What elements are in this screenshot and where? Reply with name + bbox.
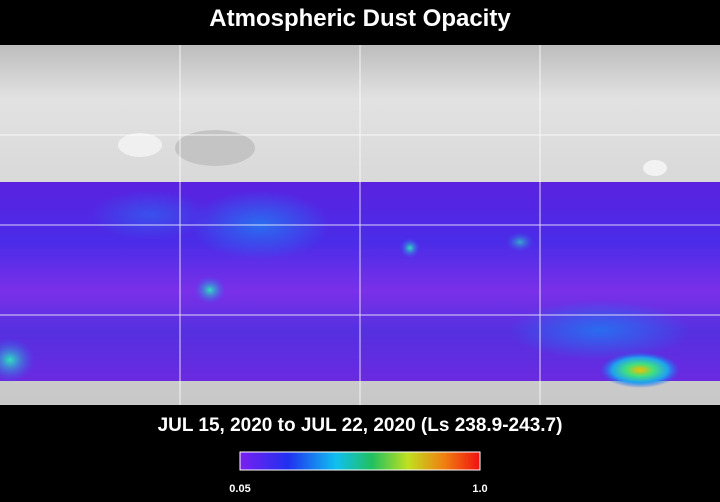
terrain-feature bbox=[175, 130, 255, 166]
opacity-region bbox=[510, 300, 690, 360]
map bbox=[0, 45, 720, 405]
opacity-hotspot bbox=[506, 232, 534, 252]
graticule bbox=[0, 45, 720, 405]
volcano bbox=[643, 160, 667, 176]
colorbar-min-label: 0.05 bbox=[229, 483, 250, 495]
colorbar bbox=[239, 451, 481, 471]
subtitle: JUL 15, 2020 to JUL 22, 2020 (Ls 238.9-2… bbox=[158, 415, 563, 436]
opacity-hotspot bbox=[194, 276, 226, 304]
opacity-hotspot bbox=[600, 352, 680, 388]
opacity-hotspot bbox=[400, 238, 420, 258]
volcano bbox=[118, 133, 162, 157]
colorbar-max-label: 1.0 bbox=[472, 483, 487, 495]
opacity-region bbox=[90, 190, 210, 240]
title: Atmospheric Dust Opacity bbox=[209, 5, 511, 32]
opacity-hotspot bbox=[0, 338, 35, 382]
